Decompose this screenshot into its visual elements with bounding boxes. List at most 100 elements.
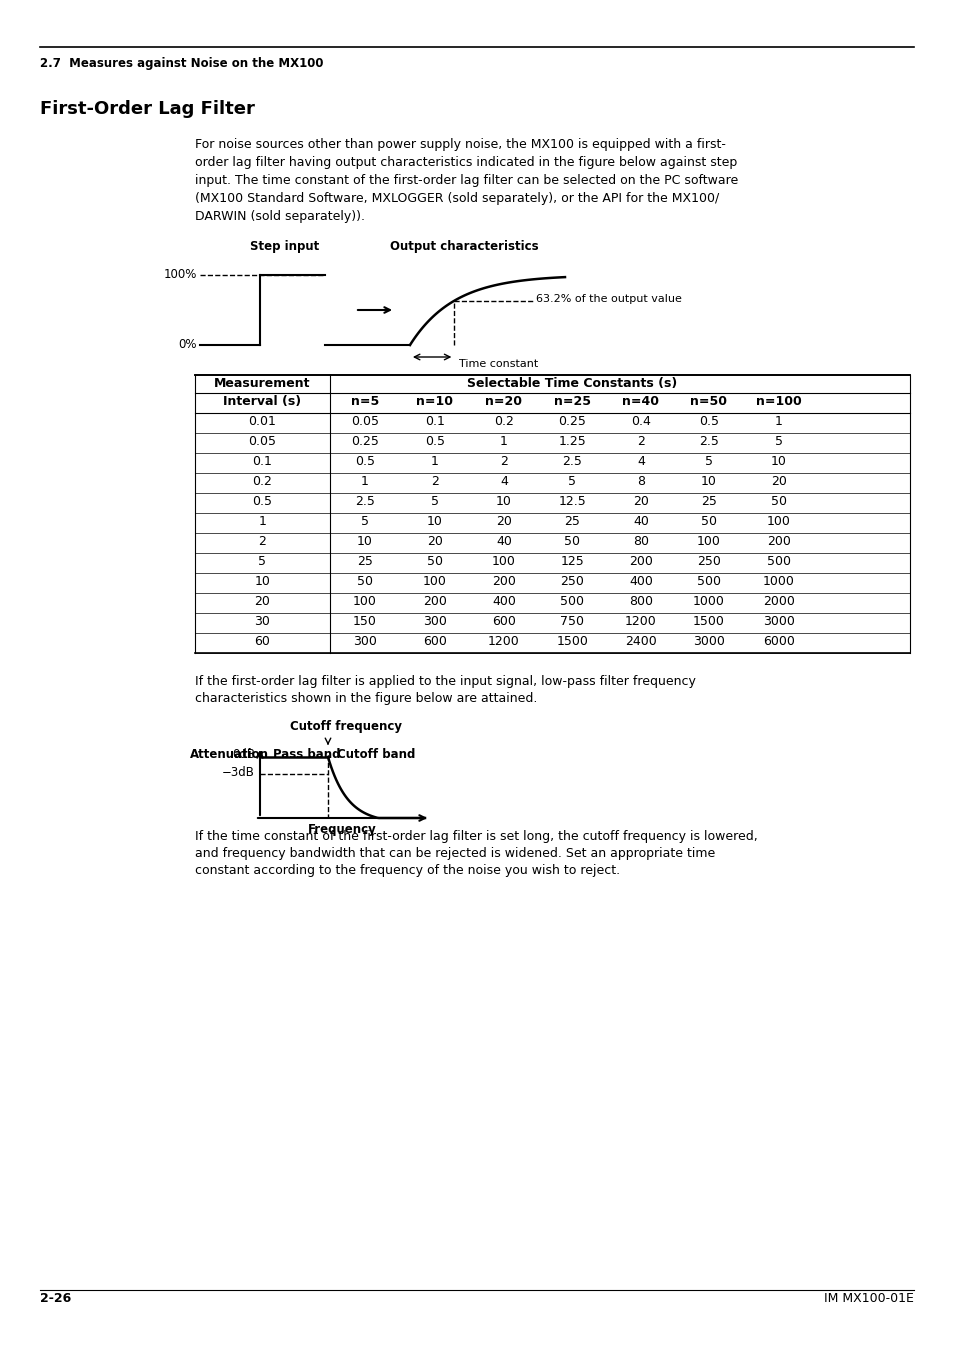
- Text: 1: 1: [258, 514, 266, 528]
- Text: 1: 1: [774, 414, 782, 428]
- Text: 0.5: 0.5: [253, 495, 273, 508]
- Text: 2400: 2400: [624, 634, 657, 648]
- Text: 800: 800: [628, 595, 652, 608]
- Text: 2: 2: [499, 455, 507, 468]
- Text: 1: 1: [499, 435, 507, 448]
- Text: Frequency: Frequency: [308, 824, 376, 836]
- Text: 0.1: 0.1: [253, 455, 273, 468]
- Text: 500: 500: [560, 595, 584, 608]
- Text: 100: 100: [697, 535, 720, 548]
- Text: n=10: n=10: [416, 396, 453, 408]
- Text: 12.5: 12.5: [558, 495, 586, 508]
- Text: 125: 125: [560, 555, 584, 568]
- Text: 1000: 1000: [762, 575, 794, 589]
- Text: 80: 80: [633, 535, 648, 548]
- Text: 3000: 3000: [692, 634, 724, 648]
- Text: 500: 500: [697, 575, 720, 589]
- Text: 1200: 1200: [624, 616, 657, 628]
- Text: 2.7  Measures against Noise on the MX100: 2.7 Measures against Noise on the MX100: [40, 57, 323, 70]
- Text: 300: 300: [353, 634, 376, 648]
- Text: 500: 500: [766, 555, 790, 568]
- Text: 1500: 1500: [556, 634, 588, 648]
- Text: n=25: n=25: [554, 396, 590, 408]
- Text: 50: 50: [770, 495, 786, 508]
- Text: 63.2% of the output value: 63.2% of the output value: [536, 294, 681, 304]
- Text: 6000: 6000: [762, 634, 794, 648]
- Text: 5: 5: [431, 495, 438, 508]
- Text: 10: 10: [770, 455, 786, 468]
- Text: 0dB: 0dB: [232, 748, 254, 761]
- Text: 5: 5: [568, 475, 576, 487]
- Text: 200: 200: [422, 595, 446, 608]
- Text: 2.5: 2.5: [699, 435, 719, 448]
- Text: 40: 40: [633, 514, 648, 528]
- Text: 2: 2: [431, 475, 438, 487]
- Text: 20: 20: [427, 535, 442, 548]
- Text: Step input: Step input: [250, 240, 319, 252]
- Text: 3000: 3000: [762, 616, 794, 628]
- Text: 400: 400: [492, 595, 516, 608]
- Text: 4: 4: [637, 455, 644, 468]
- Text: 10: 10: [427, 514, 442, 528]
- Text: n=40: n=40: [622, 396, 659, 408]
- Text: DARWIN (sold separately)).: DARWIN (sold separately)).: [194, 211, 365, 223]
- Text: 0.25: 0.25: [558, 414, 586, 428]
- Text: 600: 600: [422, 634, 446, 648]
- Text: 0.05: 0.05: [248, 435, 276, 448]
- Text: 50: 50: [356, 575, 373, 589]
- Text: 20: 20: [254, 595, 270, 608]
- Text: (MX100 Standard Software, MXLOGGER (sold separately), or the API for the MX100/: (MX100 Standard Software, MXLOGGER (sold…: [194, 192, 719, 205]
- Text: 25: 25: [356, 555, 373, 568]
- Text: 250: 250: [560, 575, 584, 589]
- Text: 400: 400: [628, 575, 652, 589]
- Text: Measurement: Measurement: [214, 377, 311, 390]
- Text: First-Order Lag Filter: First-Order Lag Filter: [40, 100, 254, 117]
- Text: Cutoff band: Cutoff band: [336, 748, 415, 761]
- Text: 200: 200: [628, 555, 652, 568]
- Text: n=50: n=50: [690, 396, 727, 408]
- Text: 20: 20: [770, 475, 786, 487]
- Text: For noise sources other than power supply noise, the MX100 is equipped with a fi: For noise sources other than power suppl…: [194, 138, 725, 151]
- Text: 250: 250: [697, 555, 720, 568]
- Text: 8: 8: [637, 475, 644, 487]
- Text: 0.2: 0.2: [494, 414, 514, 428]
- Text: constant according to the frequency of the noise you wish to reject.: constant according to the frequency of t…: [194, 864, 619, 878]
- Text: 25: 25: [564, 514, 579, 528]
- Text: 1: 1: [360, 475, 369, 487]
- Text: 1200: 1200: [488, 634, 519, 648]
- Text: 0%: 0%: [178, 339, 196, 351]
- Text: 2: 2: [258, 535, 266, 548]
- Text: 0.5: 0.5: [355, 455, 375, 468]
- Text: input. The time constant of the first-order lag filter can be selected on the PC: input. The time constant of the first-or…: [194, 174, 738, 188]
- Text: 5: 5: [360, 514, 369, 528]
- Text: 100: 100: [766, 514, 790, 528]
- Text: 25: 25: [700, 495, 717, 508]
- Text: 0.4: 0.4: [630, 414, 650, 428]
- Text: 5: 5: [258, 555, 266, 568]
- Text: 150: 150: [353, 616, 376, 628]
- Text: 0.01: 0.01: [249, 414, 276, 428]
- Text: If the first-order lag filter is applied to the input signal, low-pass filter fr: If the first-order lag filter is applied…: [194, 675, 695, 688]
- Text: and frequency bandwidth that can be rejected is widened. Set an appropriate time: and frequency bandwidth that can be reje…: [194, 846, 715, 860]
- Text: 100: 100: [492, 555, 516, 568]
- Text: 0.5: 0.5: [699, 414, 719, 428]
- Text: IM MX100-01E: IM MX100-01E: [823, 1292, 913, 1305]
- Text: 20: 20: [633, 495, 648, 508]
- Text: 100%: 100%: [164, 269, 196, 282]
- Text: n=20: n=20: [485, 396, 522, 408]
- Text: 1500: 1500: [692, 616, 724, 628]
- Text: order lag filter having output characteristics indicated in the figure below aga: order lag filter having output character…: [194, 157, 737, 169]
- Text: characteristics shown in the figure below are attained.: characteristics shown in the figure belo…: [194, 693, 537, 705]
- Text: 60: 60: [254, 634, 270, 648]
- Text: 5: 5: [774, 435, 782, 448]
- Text: 20: 20: [496, 514, 512, 528]
- Text: n=5: n=5: [351, 396, 378, 408]
- Text: 600: 600: [492, 616, 516, 628]
- Text: 2: 2: [637, 435, 644, 448]
- Text: 0.05: 0.05: [351, 414, 378, 428]
- Text: 50: 50: [427, 555, 442, 568]
- Text: 0.2: 0.2: [253, 475, 273, 487]
- Text: 0.1: 0.1: [425, 414, 444, 428]
- Text: 40: 40: [496, 535, 512, 548]
- Text: Attenuation: Attenuation: [190, 748, 269, 761]
